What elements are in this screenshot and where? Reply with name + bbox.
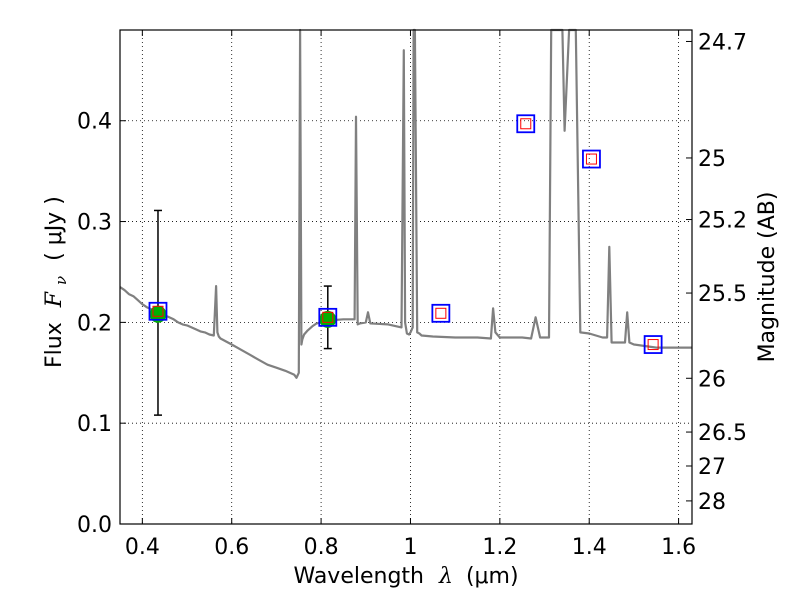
magnitude-tick-label: 27 — [698, 455, 726, 480]
y-axis-label-prefix: Flux — [42, 322, 67, 368]
x-axis-label-prefix: Wavelength — [293, 564, 424, 589]
photometry-point — [319, 285, 337, 350]
model-inner-square — [322, 311, 334, 323]
model-point — [148, 301, 168, 321]
model-inner-square — [435, 307, 447, 319]
x-axis-label-symbol: λ — [438, 564, 453, 589]
magnitude-tick-label: 25.2 — [698, 209, 747, 234]
x-axis-label-unit: (μm) — [466, 564, 519, 589]
x-axis-ticks: 0.4 0.6 0.8 1 1.2 1.4 1.6 — [125, 30, 696, 560]
x-tick-label: 0.8 — [304, 535, 339, 560]
magnitude-axis-ticks: 24.7 25 25.2 25.5 26 26.5 27 28 — [686, 30, 747, 515]
svg-text:Flux F ν ( μ: Flux F ν ( μJy ) — [42, 196, 72, 368]
model-inner-square — [647, 339, 659, 351]
x-tick-label: 1 — [403, 535, 417, 560]
model-outer-square — [318, 307, 338, 327]
y-tick-label: 0.0 — [77, 513, 112, 538]
y-axis-label: Flux F ν ( μJy ) — [42, 196, 72, 368]
model-outer-square — [582, 149, 601, 169]
x-tick-label: 1.2 — [482, 535, 517, 560]
model-points-series — [148, 114, 663, 354]
x-tick-label: 1.4 — [572, 535, 607, 560]
y-tick-label: 0.4 — [77, 110, 112, 135]
model-point — [431, 303, 451, 323]
y-axis-label-symbol: F — [42, 291, 67, 308]
magnitude-tick-label: 26 — [698, 367, 726, 392]
spectrum-series — [119, 28, 692, 379]
model-point — [643, 335, 663, 354]
grid-lines — [120, 30, 692, 525]
y-axis-label-subscript: ν — [52, 276, 70, 285]
model-inner-square — [152, 305, 164, 317]
photometry-point — [149, 209, 167, 416]
model-outer-square — [431, 303, 451, 323]
x-tick-label: 0.4 — [125, 535, 160, 560]
model-inner-square — [520, 118, 532, 130]
magnitude-tick-label: 25 — [698, 147, 726, 172]
model-outer-square — [516, 114, 536, 134]
model-outer-square — [643, 335, 663, 354]
y-axis-label-unit: ( μJy ) — [42, 196, 67, 261]
spectrum-line — [119, 28, 692, 379]
model-point — [582, 149, 601, 169]
x-tick-label: 1.6 — [661, 535, 696, 560]
y-axis-ticks: 0.0 0.1 0.2 0.3 0.4 — [77, 110, 126, 538]
y-tick-label: 0.2 — [77, 311, 112, 336]
model-inner-square — [585, 153, 597, 165]
magnitude-tick-label: 28 — [698, 490, 726, 515]
y-tick-label: 0.1 — [77, 412, 112, 437]
model-point — [318, 307, 338, 327]
magnitude-tick-label: 24.7 — [698, 30, 747, 55]
x-tick-label: 0.6 — [214, 535, 249, 560]
magnitude-axis-label: Magnitude (AB) — [755, 192, 780, 363]
magnitude-tick-label: 26.5 — [698, 421, 747, 446]
plot-frame — [119, 29, 693, 525]
model-outer-square — [148, 301, 168, 321]
photometry-series — [149, 209, 337, 416]
y-tick-label: 0.3 — [77, 211, 112, 236]
magnitude-tick-label: 25.5 — [698, 282, 747, 307]
x-axis-label: Wavelength λ (μm) — [293, 564, 518, 589]
model-point — [516, 114, 536, 134]
